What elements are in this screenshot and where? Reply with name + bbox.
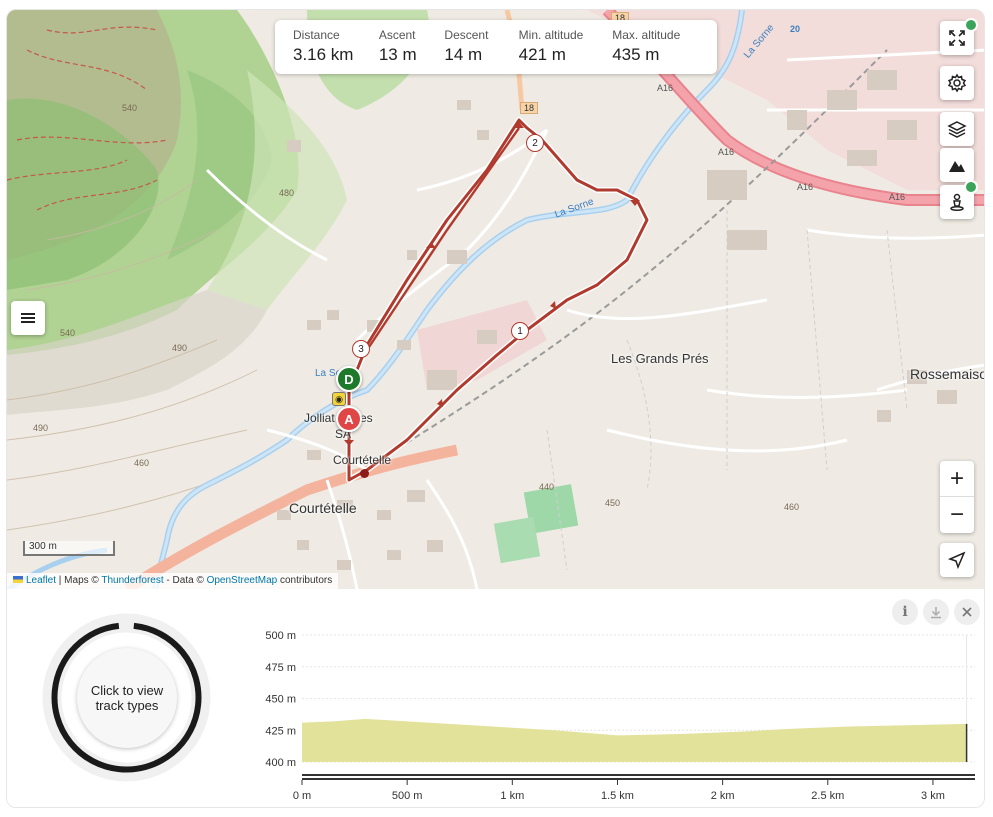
track-types-button[interactable]: Click to view track types (77, 648, 177, 748)
thunderforest-link[interactable]: Thunderforest (101, 575, 164, 586)
x-tick-label: 3 km (921, 790, 945, 802)
label-a16-3: A16 (797, 182, 814, 192)
x-tick-label: 2 km (711, 790, 735, 802)
route-card: Les Grands Prés Rossemaison Courtételle … (6, 9, 985, 808)
download-icon (931, 607, 941, 619)
status-dot-icon (964, 180, 978, 194)
close-button[interactable] (954, 599, 980, 625)
contour-440: 440 (539, 482, 555, 492)
stat-max-altitude: Max. altitude 435 m (612, 28, 699, 74)
osm-link[interactable]: OpenStreetMap (206, 575, 278, 586)
zoom-controls: + − (940, 461, 974, 533)
attrib-text: contributors (277, 575, 333, 586)
x-tick-label: 1.5 km (601, 790, 634, 802)
y-tick-label: 475 m (265, 662, 296, 674)
x-tick-label: 1 km (500, 790, 524, 802)
status-dot-icon (964, 18, 978, 32)
bike-icon: ◉ (332, 392, 346, 406)
stat-label: Max. altitude (612, 28, 681, 42)
layers-button[interactable] (940, 112, 974, 146)
road-shield-18a: 18 (520, 102, 539, 114)
contour-540b: 540 (60, 328, 76, 338)
track-stats-panel: Distance 3.16 km Ascent 13 m Descent 14 … (275, 20, 717, 74)
contour-480: 480 (279, 188, 295, 198)
y-tick-label: 500 m (265, 630, 296, 642)
label-20: 20 (790, 24, 801, 34)
stat-label: Min. altitude (518, 28, 584, 42)
stat-label: Ascent (378, 28, 416, 42)
contour-460a: 460 (134, 458, 150, 468)
hamburger-icon (21, 313, 35, 323)
layers-icon (947, 121, 967, 138)
km-marker-3[interactable]: 3 (352, 340, 370, 358)
stat-label: Descent (444, 28, 489, 42)
y-tick-label: 450 m (265, 694, 296, 706)
label-les-grands-pres: Les Grands Prés (611, 351, 709, 366)
leaflet-link[interactable]: Leaflet (26, 575, 57, 586)
profile-range-bar[interactable] (302, 774, 975, 776)
fullscreen-icon (949, 30, 965, 46)
label-a16-1: A16 (657, 83, 674, 93)
attrib-text: - Data © (163, 575, 207, 586)
download-button[interactable] (923, 599, 949, 625)
x-tick-label: 0 m (293, 790, 311, 802)
stat-value: 421 m (518, 45, 566, 64)
zoom-in-button[interactable]: + (940, 461, 974, 497)
contour-490b: 490 (33, 423, 49, 433)
stat-min-altitude: Min. altitude 421 m (519, 28, 613, 74)
stat-label: Distance (293, 28, 340, 42)
stat-value: 13 m (378, 45, 417, 64)
map-view[interactable]: Les Grands Prés Rossemaison Courtételle … (7, 10, 985, 589)
elevation-panel: Click to view track types i 500 m 475 m 45… (7, 589, 984, 808)
settings-button[interactable] (940, 66, 974, 100)
label-river-3: La So (315, 368, 342, 379)
ukraine-flag-icon (13, 576, 23, 583)
y-tick-label: 400 m (265, 757, 296, 769)
profile-range-bar[interactable] (302, 778, 975, 780)
mountain-icon (949, 161, 965, 172)
km-marker-2[interactable]: 2 (526, 134, 544, 152)
zoom-out-button[interactable]: − (949, 501, 964, 528)
end-marker[interactable]: A (336, 406, 362, 432)
close-icon (962, 607, 972, 617)
contour-450: 450 (605, 498, 621, 508)
contour-540a: 540 (122, 103, 138, 113)
label-a16-2: A16 (718, 147, 735, 157)
map-attribution: Leaflet | Maps © Thunderforest - Data © … (7, 573, 339, 589)
gear-icon (947, 73, 967, 93)
attrib-text: | Maps © (56, 575, 102, 586)
label-courtetelle-poi: Courtételle (333, 453, 392, 467)
location-dot (360, 469, 369, 478)
x-tick-label: 500 m (392, 790, 423, 802)
label-rossemaison: Rossemaison (910, 366, 984, 382)
km-marker-1[interactable]: 1 (511, 322, 529, 340)
map-tiles[interactable] (7, 10, 985, 589)
stat-ascent: Ascent 13 m (379, 28, 445, 74)
start-marker[interactable]: D (336, 366, 362, 392)
menu-button[interactable] (11, 301, 45, 335)
info-button[interactable]: i (892, 599, 918, 625)
info-icon: i (902, 604, 908, 620)
elevation-profile-chart[interactable]: 500 m 475 m 450 m 425 m 400 m 0 m 500 m 1 km 1.… (245, 619, 980, 808)
terrain-button[interactable] (940, 148, 974, 182)
locate-button[interactable] (940, 543, 974, 577)
navigation-arrow-icon (947, 551, 966, 570)
y-tick-label: 425 m (265, 725, 296, 737)
stat-value: 14 m (444, 45, 483, 64)
stat-value: 3.16 km (293, 45, 354, 64)
label-a16-4: A16 (889, 192, 906, 202)
map-scale: 300 m (23, 541, 115, 556)
elevation-area (302, 718, 967, 762)
contour-460b: 460 (784, 502, 800, 512)
route-line (347, 118, 649, 482)
stat-value: 435 m (612, 45, 660, 64)
stat-descent: Descent 14 m (444, 28, 518, 74)
stat-distance: Distance 3.16 km (293, 28, 379, 74)
label-courtetelle-town: Courtételle (289, 500, 357, 516)
contour-490a: 490 (172, 343, 188, 353)
pegman-icon (950, 193, 964, 212)
x-tick-label: 2.5 km (811, 790, 844, 802)
